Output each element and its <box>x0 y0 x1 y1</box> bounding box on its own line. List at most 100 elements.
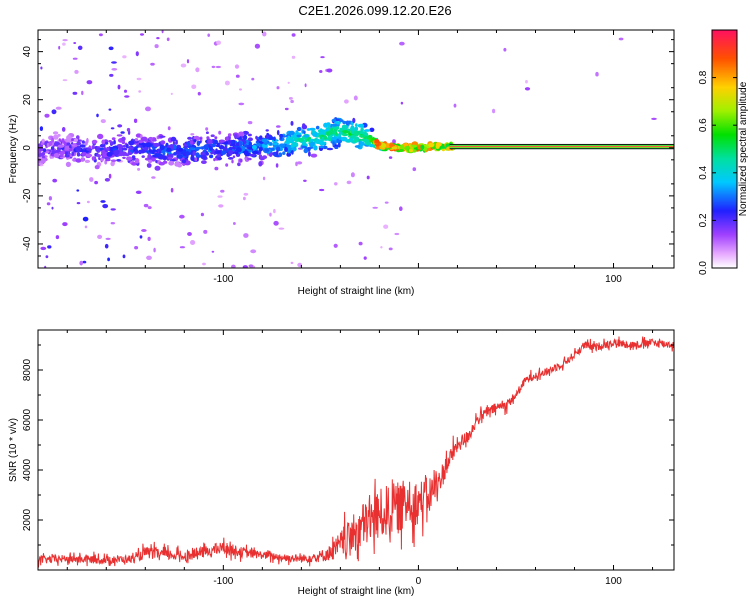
trace-blob <box>199 140 202 144</box>
trace-blob <box>154 153 159 156</box>
noise-speckle <box>104 178 110 182</box>
noise-speckle <box>211 250 215 253</box>
noise-speckle <box>55 106 62 110</box>
noise-speckle <box>120 131 125 134</box>
trace-blob <box>121 136 126 142</box>
trace-blob <box>205 131 209 134</box>
trace-blob <box>310 141 315 147</box>
trace-blob <box>228 140 231 144</box>
trace-blob <box>354 145 361 148</box>
noise-speckle <box>243 233 249 238</box>
trace-blob <box>255 135 258 140</box>
trace-blob <box>189 140 194 145</box>
noise-speckle <box>284 107 289 111</box>
trace-blob <box>232 155 236 158</box>
trace-blob <box>75 158 82 163</box>
trace-blob <box>258 154 263 160</box>
trace-blob <box>41 138 45 144</box>
trace-blob <box>291 141 297 148</box>
noise-speckle <box>143 203 149 208</box>
trace-blob <box>59 150 66 155</box>
trace-blob <box>64 151 68 155</box>
trace-blob <box>208 146 213 152</box>
noise-speckle <box>62 42 66 46</box>
trace-blob <box>287 135 291 140</box>
noise-speckle <box>62 222 68 227</box>
trace-blob <box>104 159 108 165</box>
trace-blob <box>148 149 153 153</box>
trace-blob <box>181 159 187 164</box>
noise-speckle <box>383 224 389 229</box>
snr-ytick-label: 2000 <box>22 508 33 531</box>
snr-ytick-label: 6000 <box>22 408 33 431</box>
noise-speckle <box>147 206 152 210</box>
spectrogram-ylabel: Frequency (Hz) <box>8 115 19 184</box>
trace-blob <box>220 150 227 155</box>
trace-blob <box>258 161 263 167</box>
trace-blob <box>195 146 203 150</box>
trace-blob <box>189 147 195 150</box>
noise-speckle <box>392 139 396 144</box>
trace-blob <box>310 153 318 158</box>
noise-speckle <box>72 91 78 95</box>
spectrogram-marks <box>38 30 674 268</box>
trace-blob <box>236 142 240 147</box>
noise-speckle <box>290 99 294 104</box>
noise-speckle <box>76 202 81 205</box>
trace-blob <box>94 165 100 170</box>
noise-speckle <box>384 201 389 204</box>
trace-blob <box>66 135 72 140</box>
noise-speckle <box>170 187 174 193</box>
trace-blob <box>334 121 341 125</box>
trace-blob <box>252 144 257 150</box>
trace-blob <box>145 142 152 148</box>
trace-blob <box>293 133 297 137</box>
trace-blob <box>131 155 136 159</box>
noise-speckle <box>111 61 117 64</box>
trace-blob <box>214 151 221 154</box>
trace-blob <box>297 137 304 143</box>
trace-blob <box>259 135 263 140</box>
trace-blob <box>258 147 263 152</box>
trace-blob <box>91 139 98 144</box>
trace-blob <box>357 123 365 128</box>
noise-speckle <box>124 95 130 98</box>
noise-speckle <box>58 45 61 50</box>
noise-speckle <box>151 176 156 179</box>
trace-blob <box>261 138 268 143</box>
trace-blob <box>101 149 106 155</box>
trace-blob <box>209 154 214 159</box>
trace-blob <box>332 141 335 147</box>
trace-blob <box>120 151 128 156</box>
trace-blob <box>113 149 120 155</box>
trace-blob <box>216 142 220 148</box>
noise-speckle <box>273 220 279 226</box>
trace-blob <box>248 141 252 147</box>
noise-speckle <box>366 175 370 180</box>
trace-blob <box>309 138 315 143</box>
trace-blob <box>134 146 139 149</box>
trace-blob <box>234 151 239 155</box>
trace-blob <box>205 151 209 156</box>
trace-blob <box>319 135 322 139</box>
trace-blob <box>52 134 59 140</box>
trace-blob <box>354 126 359 131</box>
trace-blob <box>341 133 349 137</box>
carrier-band-core <box>449 146 674 147</box>
trace-blob <box>435 142 442 147</box>
trace-blob <box>282 151 286 156</box>
noise-speckle <box>133 118 138 124</box>
trace-blob <box>52 131 59 135</box>
trace-blob <box>349 137 354 142</box>
trace-blob <box>323 122 329 128</box>
trace-blob <box>247 133 252 137</box>
trace-blob <box>61 138 65 143</box>
trace-blob <box>301 124 308 130</box>
noise-speckle <box>166 37 170 42</box>
trace-blob <box>313 145 318 151</box>
noise-speckle <box>224 80 230 86</box>
trace-blob <box>69 144 72 149</box>
snr-ytick-label: 4000 <box>22 458 33 481</box>
trace-blob <box>116 134 123 137</box>
snr-xtick-label: 100 <box>605 576 622 587</box>
